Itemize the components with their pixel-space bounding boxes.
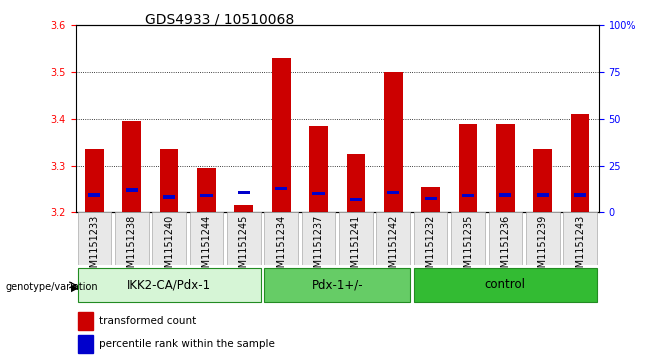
Bar: [201, 194, 213, 197]
Bar: [160, 149, 178, 212]
Text: GSM1151242: GSM1151242: [388, 215, 398, 280]
Text: ▶: ▶: [71, 282, 78, 293]
Bar: [78, 212, 111, 265]
Text: GSM1151238: GSM1151238: [127, 215, 137, 280]
Bar: [534, 149, 552, 212]
Bar: [496, 123, 515, 212]
Text: GDS4933 / 10510068: GDS4933 / 10510068: [145, 13, 294, 27]
Bar: [387, 191, 399, 194]
Bar: [85, 149, 104, 212]
Bar: [78, 335, 93, 354]
Bar: [126, 188, 138, 192]
Bar: [570, 114, 590, 212]
Bar: [275, 187, 288, 190]
Bar: [238, 191, 250, 194]
Bar: [78, 312, 93, 330]
Bar: [499, 193, 511, 197]
Bar: [234, 205, 253, 212]
Text: transformed count: transformed count: [99, 316, 197, 326]
Text: control: control: [485, 278, 526, 291]
Bar: [459, 123, 477, 212]
Bar: [462, 194, 474, 197]
Bar: [421, 187, 440, 212]
Bar: [78, 268, 261, 302]
Bar: [88, 193, 101, 197]
Text: GSM1151232: GSM1151232: [426, 215, 436, 280]
Bar: [265, 268, 410, 302]
Text: IKK2-CA/Pdx-1: IKK2-CA/Pdx-1: [127, 278, 211, 291]
Bar: [350, 197, 362, 201]
Bar: [190, 212, 223, 265]
Bar: [163, 195, 175, 199]
Text: GSM1151240: GSM1151240: [164, 215, 174, 280]
Bar: [339, 212, 372, 265]
Bar: [152, 212, 186, 265]
Bar: [197, 168, 216, 212]
Text: GSM1151239: GSM1151239: [538, 215, 547, 280]
Bar: [574, 193, 586, 197]
Bar: [537, 193, 549, 197]
Bar: [384, 72, 403, 212]
Text: GSM1151235: GSM1151235: [463, 215, 473, 280]
Bar: [227, 212, 261, 265]
Bar: [272, 58, 291, 212]
Text: GSM1151245: GSM1151245: [239, 215, 249, 280]
Bar: [313, 192, 324, 195]
Bar: [563, 212, 597, 265]
Text: GSM1151241: GSM1151241: [351, 215, 361, 280]
Bar: [122, 121, 141, 212]
Bar: [309, 126, 328, 212]
Text: Pdx-1+/-: Pdx-1+/-: [311, 278, 363, 291]
Text: GSM1151237: GSM1151237: [314, 215, 324, 280]
Bar: [414, 212, 447, 265]
Text: percentile rank within the sample: percentile rank within the sample: [99, 339, 275, 350]
Text: GSM1151243: GSM1151243: [575, 215, 585, 280]
Text: GSM1151233: GSM1151233: [89, 215, 99, 280]
Text: genotype/variation: genotype/variation: [5, 282, 98, 293]
Bar: [488, 212, 522, 265]
Text: GSM1151234: GSM1151234: [276, 215, 286, 280]
Text: GSM1151236: GSM1151236: [500, 215, 511, 280]
Bar: [265, 212, 298, 265]
Bar: [115, 212, 149, 265]
Bar: [302, 212, 336, 265]
Bar: [376, 212, 410, 265]
Text: GSM1151244: GSM1151244: [201, 215, 211, 280]
Bar: [414, 268, 597, 302]
Bar: [526, 212, 559, 265]
Bar: [424, 197, 437, 200]
Bar: [451, 212, 485, 265]
Bar: [347, 154, 365, 212]
